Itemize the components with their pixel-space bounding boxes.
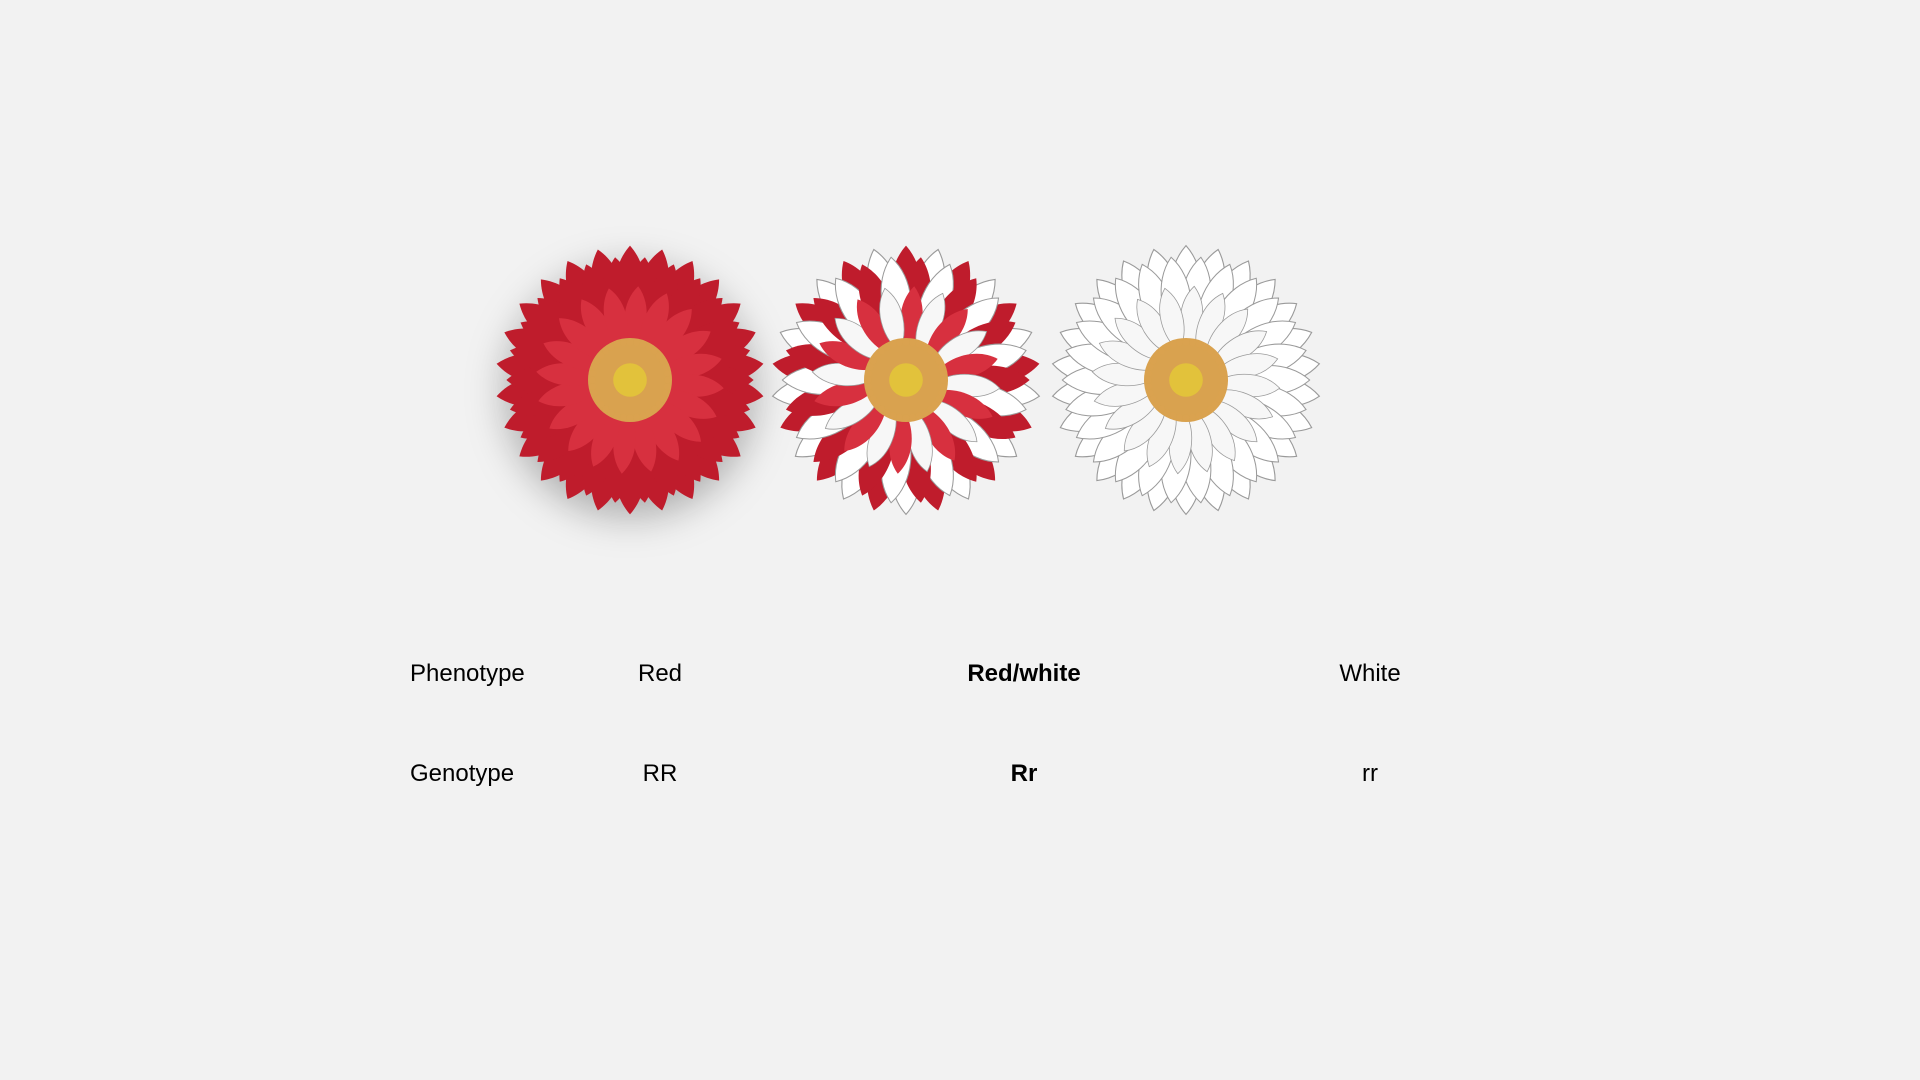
genotype-white: rr	[1362, 760, 1378, 788]
flower-red	[490, 240, 770, 520]
phenotype-redwhite: Red/white	[967, 660, 1080, 688]
genotype-red: RR	[643, 760, 678, 788]
flower-redwhite	[766, 240, 1046, 520]
phenotype-red: Red	[638, 660, 682, 688]
flower-white	[1046, 240, 1326, 520]
genotype-redwhite: Rr	[1011, 760, 1038, 788]
row-label-genotype: Genotype	[410, 760, 514, 788]
phenotype-white: White	[1339, 660, 1400, 688]
row-label-phenotype: Phenotype	[410, 660, 525, 688]
